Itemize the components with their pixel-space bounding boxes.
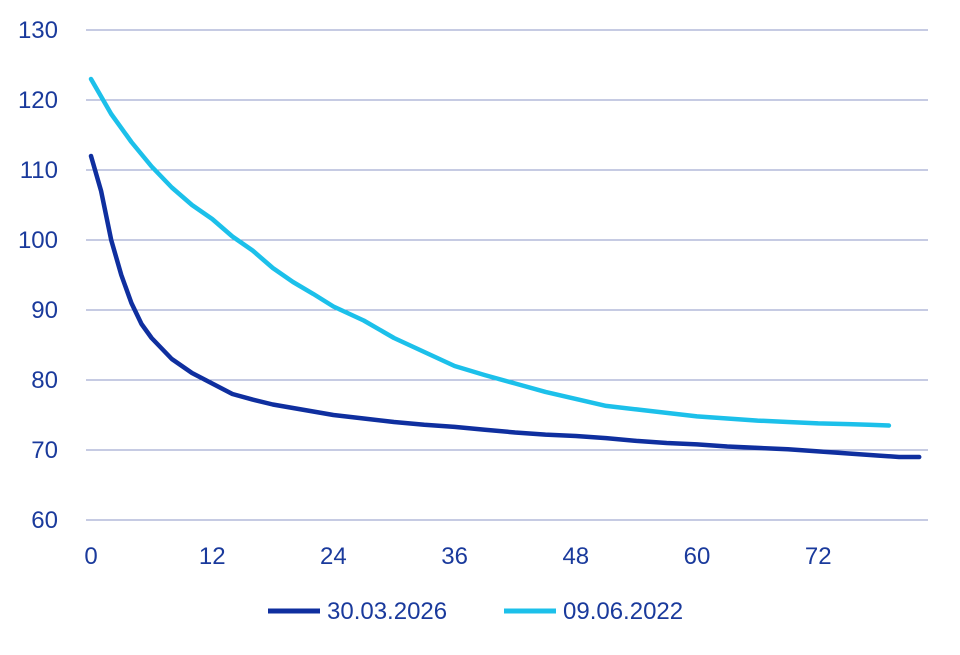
x-tick-label-12: 12 (199, 543, 226, 570)
x-tick-label-48: 48 (562, 543, 589, 570)
y-tick-label-60: 60 (31, 507, 58, 534)
x-tick-label-0: 0 (84, 543, 97, 570)
legend: 30.03.2026 09.06.2022 (268, 598, 683, 625)
y-tick-label-130: 130 (18, 17, 58, 44)
legend-label-09-06-2022: 09.06.2022 (563, 598, 683, 625)
y-tick-label-100: 100 (18, 227, 58, 254)
x-tick-label-24: 24 (320, 543, 347, 570)
y-tick-label-80: 80 (31, 367, 58, 394)
y-tick-label-90: 90 (31, 297, 58, 324)
x-tick-label-72: 72 (805, 543, 832, 570)
series-line-09-06-2022 (88, 76, 892, 428)
x-tick-label-36: 36 (441, 543, 468, 570)
x-axis-tick-labels: 0 12 24 36 48 60 72 (84, 543, 831, 570)
x-tick-label-60: 60 (684, 543, 711, 570)
y-axis-tick-labels: 60 70 80 90 100 110 120 130 (18, 17, 58, 534)
y-tick-label-70: 70 (31, 437, 58, 464)
legend-label-30-03-2026: 30.03.2026 (327, 598, 447, 625)
series-lines (88, 76, 922, 460)
y-tick-label-120: 120 (18, 87, 58, 114)
series-line-30-03-2026 (88, 153, 922, 460)
grid-lines (86, 29, 928, 521)
y-tick-label-110: 110 (20, 157, 58, 184)
